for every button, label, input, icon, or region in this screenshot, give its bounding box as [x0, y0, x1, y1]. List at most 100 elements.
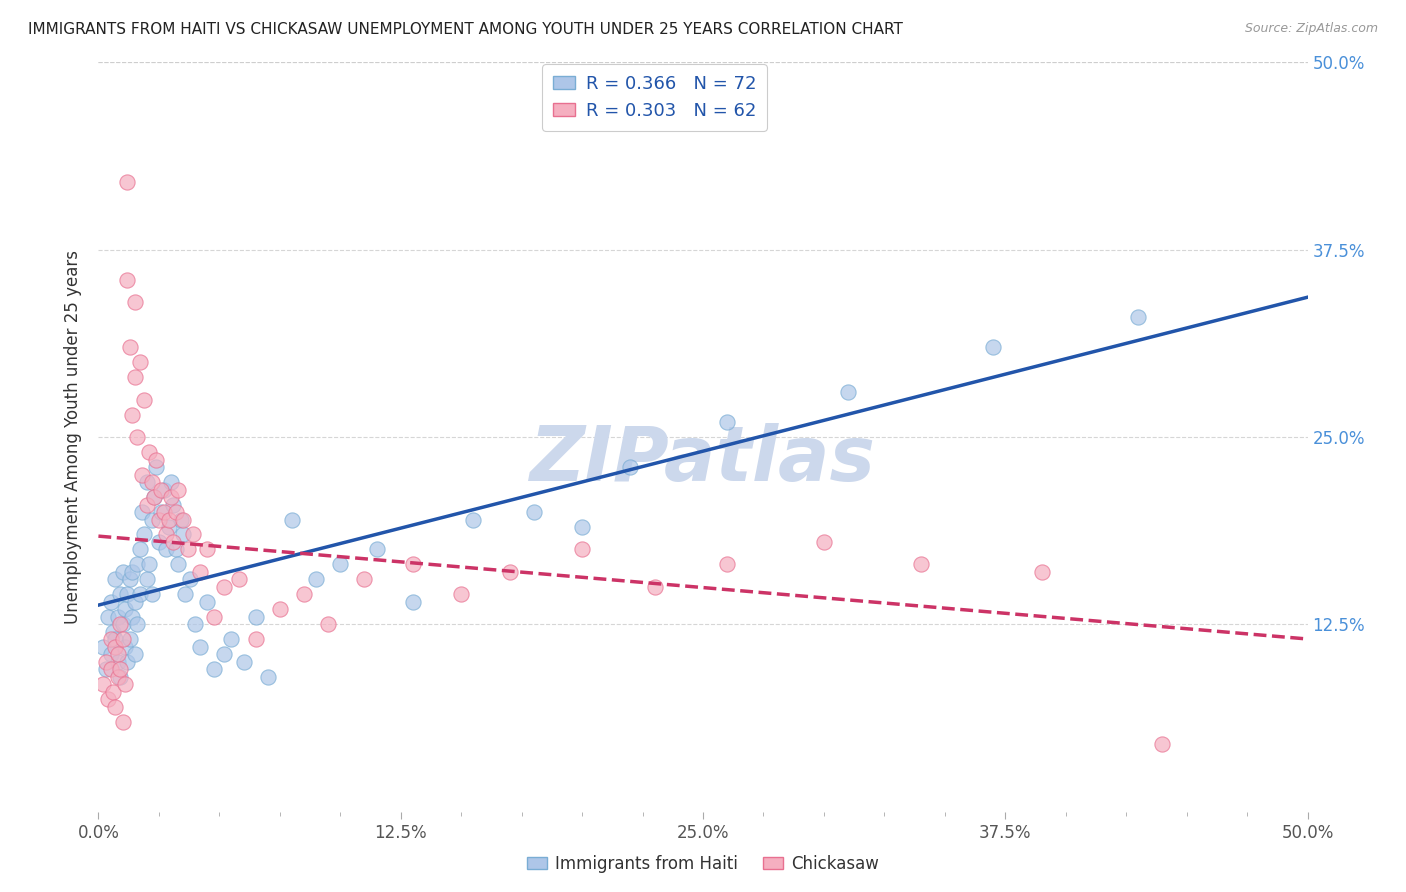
Point — [107, 648, 129, 662]
Point — [212, 580, 235, 594]
Point — [114, 602, 136, 616]
Point — [228, 573, 250, 587]
Point — [813, 535, 835, 549]
Point — [101, 685, 124, 699]
Point — [131, 505, 153, 519]
Point — [127, 617, 149, 632]
Point — [523, 505, 546, 519]
Point — [104, 573, 127, 587]
Point — [172, 527, 194, 541]
Point — [256, 670, 278, 684]
Point — [195, 595, 218, 609]
Point — [108, 670, 131, 684]
Point — [245, 632, 267, 647]
Point — [837, 385, 859, 400]
Point — [114, 640, 136, 654]
Text: Source: ZipAtlas.com: Source: ZipAtlas.com — [1244, 22, 1378, 36]
Point — [165, 542, 187, 557]
Point — [138, 558, 160, 572]
Point — [101, 624, 124, 639]
Point — [292, 587, 315, 601]
Point — [124, 295, 146, 310]
Point — [305, 573, 328, 587]
Point — [232, 655, 254, 669]
Point — [195, 542, 218, 557]
Point — [118, 340, 141, 354]
Point — [107, 610, 129, 624]
Point — [221, 632, 243, 647]
Point — [172, 512, 194, 526]
Point — [155, 527, 177, 541]
Point — [188, 565, 211, 579]
Point — [124, 370, 146, 384]
Point — [463, 512, 485, 526]
Point — [245, 610, 267, 624]
Point — [127, 430, 149, 444]
Point — [145, 460, 167, 475]
Point — [281, 512, 304, 526]
Point — [1152, 737, 1174, 751]
Point — [121, 610, 143, 624]
Point — [141, 512, 163, 526]
Point — [97, 692, 120, 706]
Point — [204, 610, 226, 624]
Point — [91, 677, 114, 691]
Point — [402, 558, 425, 572]
Point — [108, 617, 131, 632]
Point — [160, 475, 183, 489]
Y-axis label: Unemployment Among Youth under 25 years: Unemployment Among Youth under 25 years — [65, 250, 83, 624]
Point — [111, 632, 134, 647]
Point — [104, 632, 127, 647]
Point — [155, 542, 177, 557]
Point — [100, 632, 122, 647]
Point — [157, 520, 180, 534]
Point — [128, 587, 150, 601]
Point — [269, 602, 291, 616]
Point — [145, 452, 167, 467]
Point — [117, 273, 139, 287]
Point — [169, 512, 191, 526]
Point — [143, 490, 166, 504]
Point — [118, 632, 141, 647]
Point — [157, 512, 180, 526]
Point — [111, 565, 134, 579]
Point — [143, 490, 166, 504]
Point — [152, 505, 174, 519]
Point — [131, 467, 153, 482]
Point — [135, 475, 157, 489]
Point — [104, 640, 127, 654]
Point — [165, 505, 187, 519]
Legend: Immigrants from Haiti, Chickasaw: Immigrants from Haiti, Chickasaw — [520, 848, 886, 880]
Point — [1031, 565, 1053, 579]
Point — [100, 662, 122, 676]
Point — [571, 520, 593, 534]
Point — [117, 175, 139, 189]
Point — [128, 355, 150, 369]
Point — [212, 648, 235, 662]
Point — [94, 662, 117, 676]
Point — [118, 573, 141, 587]
Point — [179, 573, 201, 587]
Point — [316, 617, 339, 632]
Point — [107, 670, 129, 684]
Point — [117, 587, 139, 601]
Point — [94, 655, 117, 669]
Point — [162, 535, 184, 549]
Point — [366, 542, 388, 557]
Point — [141, 587, 163, 601]
Point — [353, 573, 375, 587]
Point — [127, 558, 149, 572]
Point — [128, 542, 150, 557]
Point — [167, 558, 190, 572]
Point — [135, 498, 157, 512]
Point — [450, 587, 472, 601]
Point — [152, 483, 174, 497]
Text: ZIPatlas: ZIPatlas — [530, 423, 876, 497]
Point — [329, 558, 352, 572]
Point — [114, 677, 136, 691]
Point — [162, 498, 184, 512]
Point — [644, 580, 666, 594]
Point — [150, 483, 173, 497]
Point — [100, 595, 122, 609]
Point — [716, 415, 738, 429]
